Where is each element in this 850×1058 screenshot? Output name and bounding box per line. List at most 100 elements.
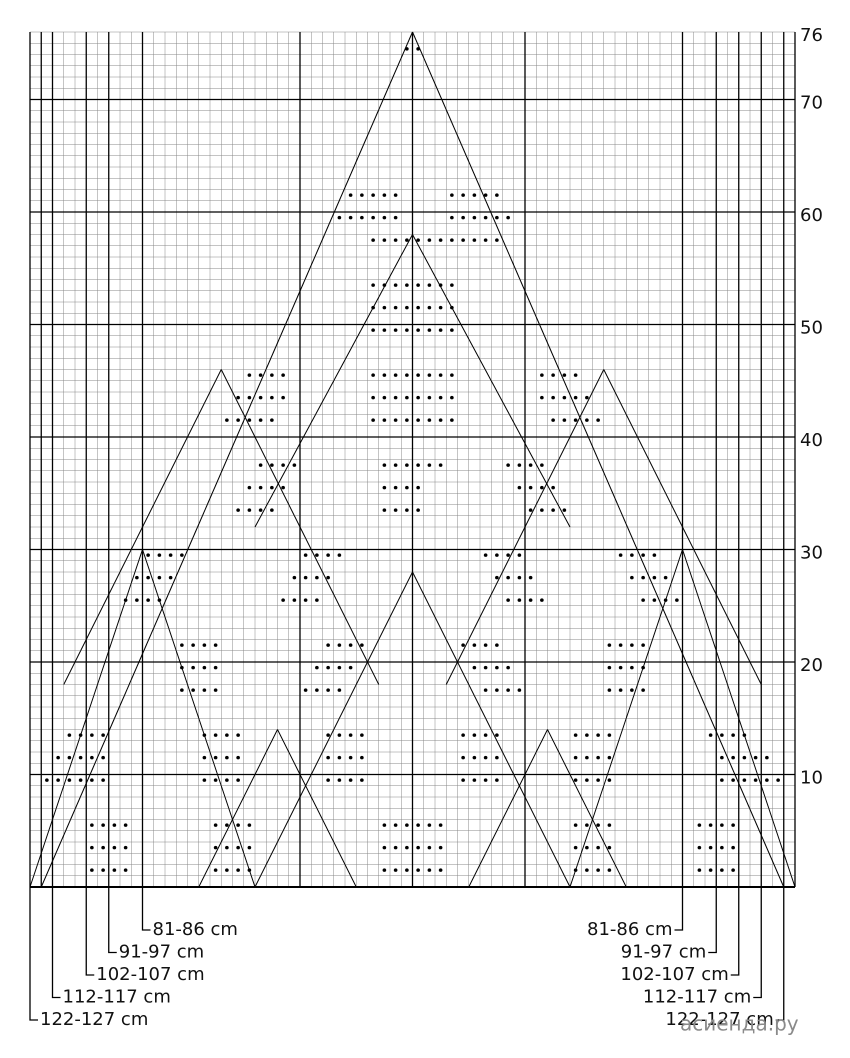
eyelet (180, 553, 184, 557)
eyelet (191, 665, 195, 670)
decrease-stitch (368, 121, 374, 134)
decrease-stitch (235, 830, 241, 843)
eyelet (573, 733, 578, 737)
decrease-stitch (357, 324, 365, 336)
decrease-stitch (74, 796, 81, 809)
decrease-stitch (513, 774, 520, 786)
decrease-stitch (423, 594, 430, 606)
decrease-stitch (636, 549, 643, 561)
decrease-stitch (206, 493, 213, 505)
decrease-stitch (424, 256, 432, 269)
decrease-stitch (52, 808, 57, 820)
eyelet (393, 845, 398, 850)
decrease-stitch (203, 391, 211, 404)
eyelet (630, 665, 634, 670)
decrease-stitch (577, 853, 582, 865)
eyelet (483, 193, 488, 197)
eyelet (461, 778, 465, 782)
decrease-stitch (519, 279, 526, 291)
decrease-stitch (125, 549, 132, 561)
eyelet (483, 238, 488, 242)
eyelet (618, 688, 623, 692)
eyelet (472, 755, 477, 760)
eyelet (371, 215, 375, 220)
eyelet (528, 575, 533, 580)
eyelet (270, 418, 274, 422)
decrease-stitch (485, 594, 492, 606)
decrease-stitch (755, 673, 762, 685)
decrease-stitch (541, 729, 548, 741)
decrease-stitch (170, 459, 177, 471)
decrease-stitch (521, 436, 529, 449)
eyelet (382, 395, 387, 400)
decrease-stitch (303, 425, 310, 438)
decrease-stitch (502, 808, 509, 820)
decrease-stitch (243, 414, 250, 426)
eyelet (506, 215, 510, 220)
decrease-stitch (529, 301, 536, 314)
decrease-stitch (466, 335, 474, 348)
eyelet (213, 868, 218, 872)
eyelet (202, 688, 207, 692)
decrease-stitch (727, 684, 732, 696)
decrease-stitch (293, 796, 301, 809)
eyelet (596, 755, 600, 760)
eyelet (326, 688, 330, 692)
eyelet (641, 553, 645, 557)
eyelet (337, 215, 342, 220)
eyelet (303, 575, 308, 580)
decrease-stitch (551, 493, 559, 505)
eyelet (236, 733, 240, 737)
eyelet (461, 733, 465, 737)
eyelet (731, 823, 735, 827)
eyelet (483, 665, 488, 670)
eyelet (720, 755, 724, 760)
decrease-stitch (130, 571, 136, 584)
decrease-stitch (504, 245, 511, 258)
eyelet (281, 373, 285, 377)
eyelet (585, 733, 589, 737)
decrease-stitch (324, 223, 330, 235)
eyelet (236, 868, 240, 872)
eyelet (551, 485, 555, 490)
decrease-stitch (533, 459, 541, 471)
decrease-stitch (133, 661, 140, 674)
decrease-stitch (768, 808, 773, 820)
decrease-stitch (592, 448, 599, 460)
decrease-stitch (260, 369, 267, 381)
decrease-stitch (446, 110, 453, 123)
eyelet (596, 733, 600, 737)
eyelet (393, 508, 398, 512)
decrease-stitch (719, 740, 726, 753)
decrease-stitch (290, 448, 298, 460)
decrease-stitch (293, 763, 301, 775)
row-label: 20 (800, 655, 823, 676)
decrease-stitch (322, 819, 329, 831)
decrease-stitch (327, 830, 335, 843)
decrease-stitch (299, 279, 306, 291)
decrease-stitch (607, 763, 612, 775)
eyelet (607, 868, 612, 872)
decrease-stitch (315, 403, 323, 415)
decrease-stitch (490, 211, 497, 224)
decrease-stitch (387, 76, 394, 89)
decrease-stitch (710, 718, 716, 730)
eyelet (731, 845, 735, 850)
eyelet (393, 485, 398, 490)
decrease-stitch (485, 718, 492, 730)
eyelet (562, 508, 567, 512)
decrease-stitch (620, 403, 627, 415)
eyelet (573, 845, 578, 850)
eyelet (382, 823, 387, 827)
decrease-stitch (309, 414, 317, 426)
decrease-stitch (700, 605, 706, 618)
decrease-stitch (637, 673, 642, 685)
eyelet (382, 373, 387, 377)
eyelet (360, 193, 364, 197)
decrease-stitch (114, 706, 120, 719)
decrease-stitch (738, 639, 745, 651)
decrease-stitch (625, 414, 633, 426)
eyelet (618, 665, 623, 670)
eyelet (495, 688, 499, 692)
eyelet (405, 328, 409, 332)
